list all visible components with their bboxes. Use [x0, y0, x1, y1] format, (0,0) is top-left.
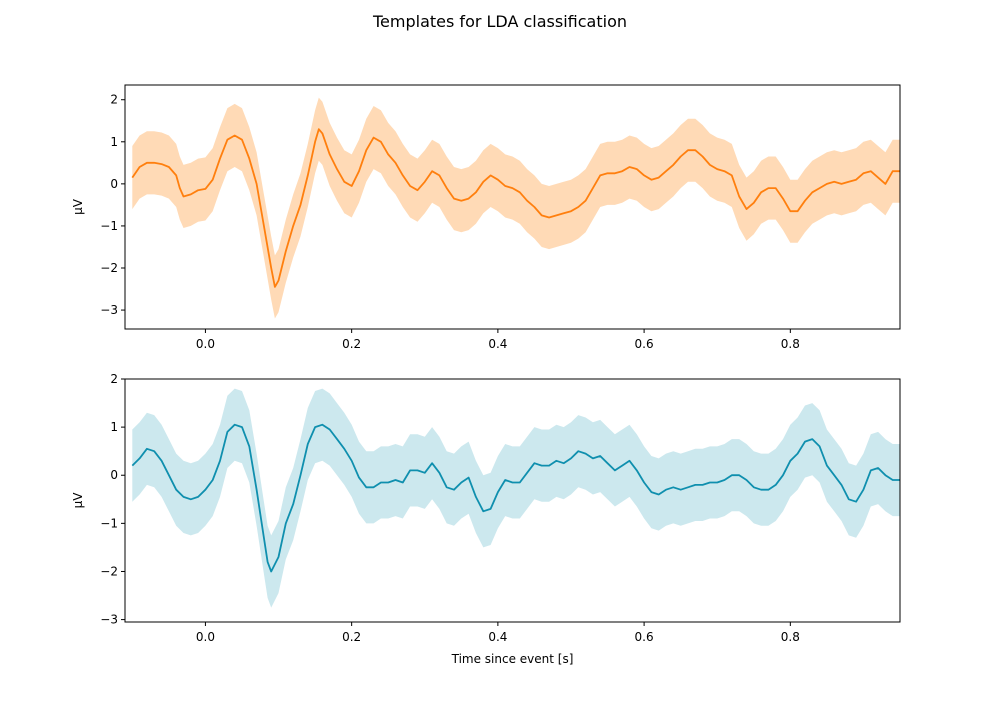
bottom-subplot: 0.0 0.2 0.4 0.6 0.8 −3 −2 −1 0 1 2 μV Time since eve… [71, 372, 901, 666]
top-subplot: 0.0 0.2 0.4 0.6 0.8 −3 −2 −1 0 1 2 μV [71, 84, 901, 351]
y-tick-label: 0 [110, 177, 118, 191]
x-tick-label: 0.2 [342, 630, 361, 644]
y-axis-label: μV [71, 492, 85, 509]
y-tick-label: −1 [100, 219, 118, 233]
x-tick-label: 0.6 [635, 630, 654, 644]
x-tick-label: 0.0 [196, 630, 215, 644]
y-tick-label: 2 [110, 372, 118, 386]
x-tick-label: 0.4 [488, 630, 507, 644]
confidence-band [132, 97, 900, 319]
y-tick-label: −1 [100, 516, 118, 530]
mean-line [131, 128, 900, 288]
figure-title: Templates for LDA classification [372, 12, 627, 31]
confidence-band [132, 388, 900, 608]
y-tick-label: −2 [100, 261, 118, 275]
y-tick-label: 0 [110, 468, 118, 482]
x-tick-label: 0.4 [488, 337, 507, 351]
axes-frame [124, 378, 901, 623]
y-tick-label: −3 [100, 613, 118, 627]
y-tick-label: 2 [110, 93, 118, 107]
y-tick-label: −3 [100, 303, 118, 317]
axes-frame [124, 84, 901, 330]
mean-line [131, 423, 900, 573]
x-tick-label: 0.2 [342, 337, 361, 351]
y-tick-label: −2 [100, 564, 118, 578]
x-tick-label: 0.6 [635, 337, 654, 351]
y-tick-label: 1 [110, 420, 118, 434]
x-tick-label: 0.8 [781, 337, 800, 351]
x-tick-label: 0.0 [196, 337, 215, 351]
y-tick-label: 1 [110, 135, 118, 149]
y-axis-label: μV [71, 198, 85, 215]
x-tick-label: 0.8 [781, 630, 800, 644]
x-axis-label: Time since event [s] [451, 652, 574, 666]
